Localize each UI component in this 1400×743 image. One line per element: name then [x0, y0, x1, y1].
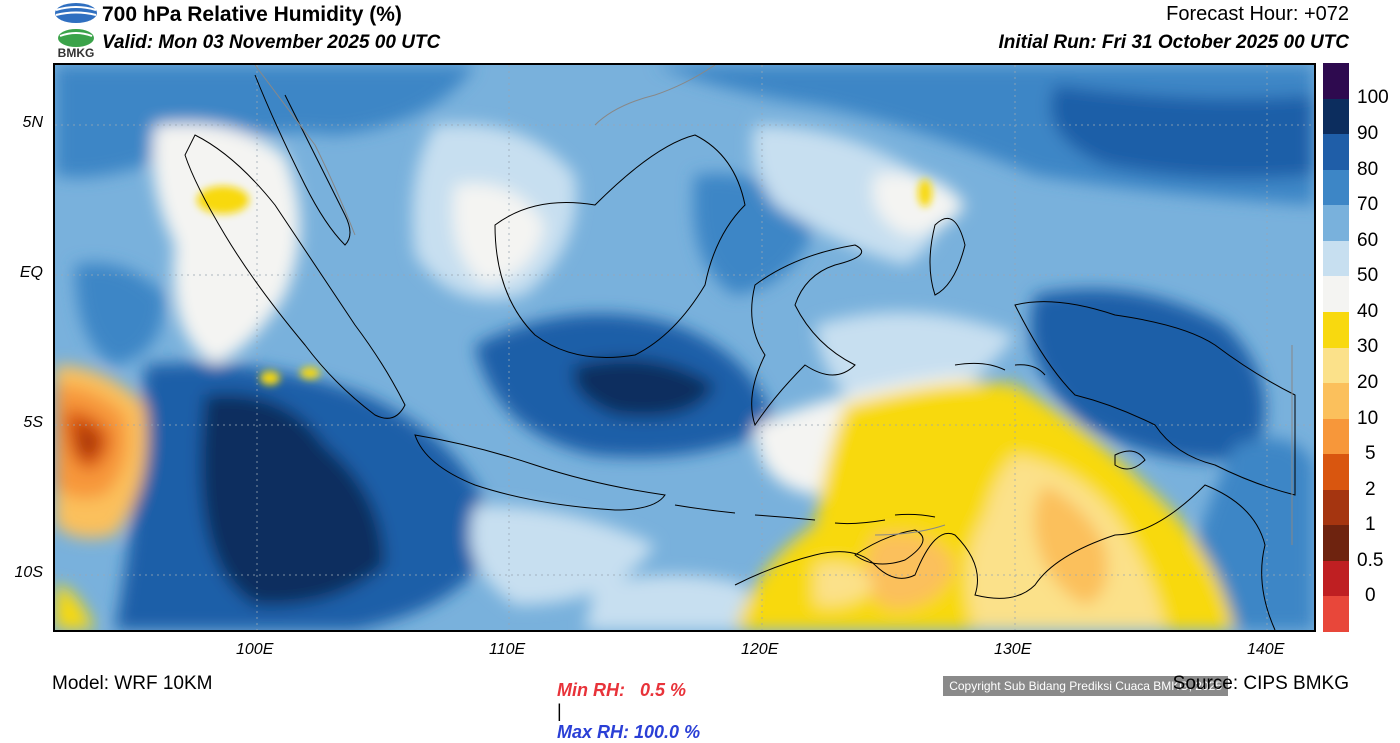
cb-label: 0 — [1365, 585, 1376, 606]
colorbar-segment — [1323, 240, 1349, 277]
colorbar-segment — [1323, 63, 1349, 99]
humidity-field — [55, 65, 1314, 630]
humidity-map: Copyright Sub Bidang Prediksi Cuaca BMKG… — [53, 63, 1316, 696]
cb-label: 90 — [1357, 123, 1379, 144]
cb-label: 20 — [1357, 372, 1379, 393]
cb-label: 50 — [1357, 265, 1379, 286]
cb-label: 70 — [1357, 194, 1379, 215]
logo-text: BMKG — [57, 46, 95, 60]
valid-time: Valid: Mon 03 November 2025 00 UTC — [102, 32, 441, 53]
colorbar-segment — [1323, 418, 1349, 455]
cb-label: 80 — [1357, 159, 1379, 180]
y-tick-5n: 5N — [22, 114, 43, 131]
forecast-hour: Forecast Hour: +072 — [1166, 3, 1349, 25]
initial-run: Initial Run: Fri 31 October 2025 00 UTC — [998, 32, 1349, 53]
copyright-notice: Copyright Sub Bidang Prediksi Cuaca BMKG… — [943, 676, 1228, 696]
y-tick-10s: 10S — [14, 564, 43, 581]
colorbar-segment — [1323, 98, 1349, 135]
colorbar-segment — [1323, 525, 1349, 561]
colorbar-segment — [1323, 489, 1349, 526]
chart-title: 700 hPa Relative Humidity (%) — [102, 3, 402, 26]
min-rh: Min RH: 0.5 % — [557, 680, 687, 700]
colorbar-segment — [1323, 134, 1349, 170]
colorbar-labels: 100 90 80 70 60 50 40 30 20 10 5 2 1 0.5… — [1352, 63, 1398, 632]
rh-separator: | — [557, 701, 562, 721]
rh-summary: Min RH: 0.5 % | Max RH: 100.0 % — [547, 659, 700, 743]
colorbar-segment — [1323, 560, 1349, 597]
cb-label: 10 — [1357, 408, 1379, 429]
x-tick-100e: 100E — [236, 641, 274, 658]
y-tick-5s: 5S — [23, 414, 43, 431]
colorbar-segment — [1323, 169, 1349, 206]
x-tick-120e: 120E — [741, 641, 779, 658]
bmkg-logo-icon — [55, 3, 97, 47]
colorbar-segment — [1323, 276, 1349, 312]
colorbar-segment — [1323, 311, 1349, 348]
max-rh: Max RH: 100.0 % — [557, 722, 701, 742]
cb-label: 0.5 — [1357, 550, 1384, 571]
cb-label: 40 — [1357, 301, 1379, 322]
x-tick-130e: 130E — [994, 641, 1032, 658]
x-tick-110e: 110E — [489, 641, 526, 658]
source-label: Source: CIPS BMKG — [1172, 673, 1349, 694]
cb-label: 2 — [1365, 479, 1376, 500]
colorbar-segment — [1323, 596, 1349, 632]
cb-label: 30 — [1357, 336, 1379, 357]
colorbar-segment — [1323, 454, 1349, 490]
colorbar-segment — [1323, 205, 1349, 241]
y-tick-eq: EQ — [19, 264, 43, 281]
colorbar-segment — [1323, 347, 1349, 384]
colorbar-segment — [1323, 383, 1349, 419]
cb-label: 100 — [1357, 87, 1389, 108]
model-label: Model: WRF 10KM — [52, 673, 213, 694]
bmkg-logo: BMKG — [52, 2, 100, 60]
cb-label: 5 — [1365, 443, 1376, 464]
cb-label: 1 — [1365, 514, 1376, 535]
x-tick-140e: 140E — [1247, 641, 1285, 658]
cb-label: 60 — [1357, 230, 1379, 251]
colorbar — [1323, 63, 1349, 632]
